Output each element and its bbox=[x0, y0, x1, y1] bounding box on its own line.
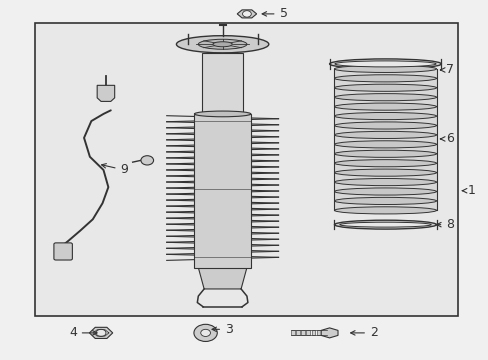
Polygon shape bbox=[198, 267, 246, 289]
Bar bbox=[295, 330, 299, 336]
Circle shape bbox=[242, 11, 251, 17]
Text: 1: 1 bbox=[461, 184, 475, 197]
Ellipse shape bbox=[329, 59, 441, 69]
Ellipse shape bbox=[334, 150, 436, 157]
FancyBboxPatch shape bbox=[54, 243, 72, 260]
Ellipse shape bbox=[334, 169, 436, 176]
Bar bbox=[311, 330, 315, 336]
Ellipse shape bbox=[334, 122, 436, 129]
Ellipse shape bbox=[334, 103, 436, 110]
Polygon shape bbox=[237, 10, 256, 18]
FancyBboxPatch shape bbox=[35, 23, 458, 316]
Circle shape bbox=[201, 329, 210, 337]
Ellipse shape bbox=[334, 220, 436, 229]
Bar bbox=[316, 330, 320, 336]
Text: 6: 6 bbox=[439, 132, 453, 145]
Bar bbox=[321, 330, 325, 336]
Ellipse shape bbox=[334, 207, 436, 214]
Text: 4: 4 bbox=[69, 327, 97, 339]
Ellipse shape bbox=[198, 39, 246, 49]
Polygon shape bbox=[97, 85, 115, 102]
Ellipse shape bbox=[334, 112, 436, 120]
Ellipse shape bbox=[334, 197, 436, 204]
Ellipse shape bbox=[194, 111, 250, 117]
Ellipse shape bbox=[334, 131, 436, 139]
Bar bbox=[334, 69, 436, 210]
Bar bbox=[301, 330, 305, 336]
Circle shape bbox=[194, 324, 217, 342]
Text: 7: 7 bbox=[439, 63, 453, 76]
Ellipse shape bbox=[339, 222, 430, 227]
Ellipse shape bbox=[334, 61, 435, 67]
Ellipse shape bbox=[334, 179, 436, 186]
Ellipse shape bbox=[334, 84, 436, 91]
Bar bbox=[202, 53, 243, 116]
Ellipse shape bbox=[212, 42, 232, 47]
Bar bbox=[290, 330, 294, 336]
Ellipse shape bbox=[334, 188, 436, 195]
Text: 9: 9 bbox=[102, 163, 128, 176]
Ellipse shape bbox=[334, 75, 436, 82]
Circle shape bbox=[96, 329, 106, 337]
Polygon shape bbox=[89, 327, 113, 338]
Polygon shape bbox=[321, 328, 337, 338]
Bar bbox=[305, 330, 309, 336]
Ellipse shape bbox=[334, 159, 436, 167]
Ellipse shape bbox=[176, 36, 268, 53]
Ellipse shape bbox=[334, 94, 436, 101]
Bar bbox=[194, 114, 250, 267]
Ellipse shape bbox=[334, 141, 436, 148]
Text: 2: 2 bbox=[350, 327, 377, 339]
Text: 3: 3 bbox=[212, 323, 232, 336]
Ellipse shape bbox=[334, 65, 436, 72]
Text: 8: 8 bbox=[436, 218, 453, 231]
Text: 5: 5 bbox=[262, 8, 287, 21]
Circle shape bbox=[141, 156, 153, 165]
